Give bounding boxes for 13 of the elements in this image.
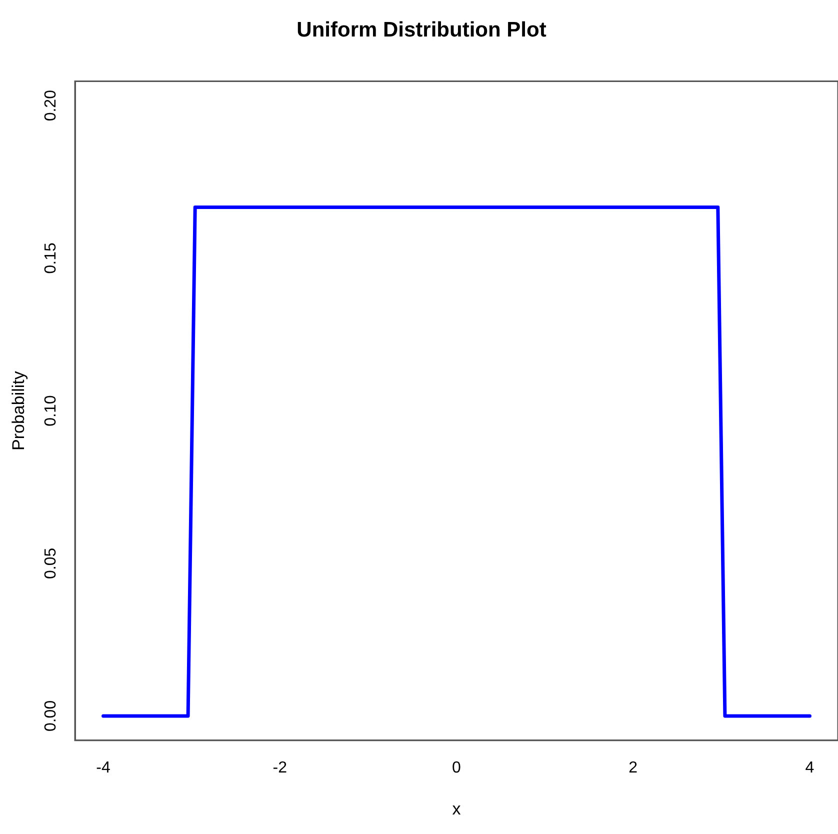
x-tick-label: -4 [96, 759, 110, 776]
y-tick-label: 0.05 [42, 548, 60, 579]
x-tick-label: -2 [272, 759, 288, 776]
y-tick-label: 0.10 [42, 395, 60, 426]
y-tick-label: 0.20 [42, 90, 60, 122]
chart-title: Uniform Distribution Plot [296, 18, 546, 42]
x-axis-title: x [452, 799, 462, 818]
x-tick-label: 0 [452, 759, 462, 776]
y-axis-title: Probability [8, 370, 28, 450]
x-tick-label: 4 [805, 759, 814, 776]
y-tick-label: 0.15 [42, 242, 60, 274]
x-tick-label: 2 [628, 759, 638, 776]
y-tick-label: 0.00 [42, 700, 60, 732]
